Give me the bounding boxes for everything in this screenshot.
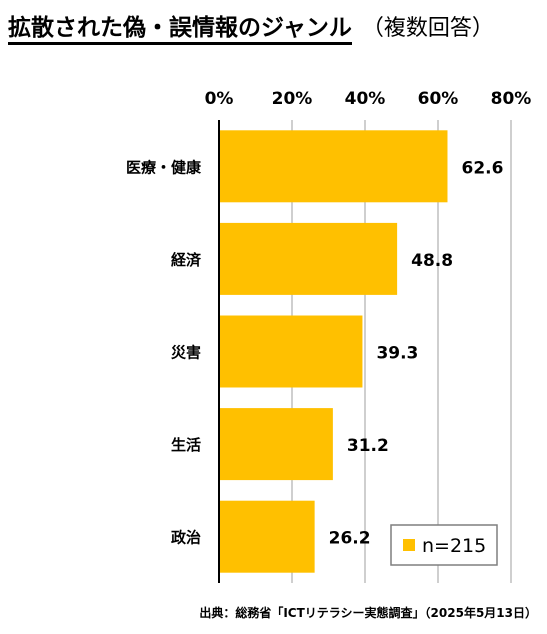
legend-swatch (403, 539, 415, 551)
x-tick-label: 60% (418, 89, 459, 109)
bar (219, 130, 448, 203)
x-tick-label: 0% (205, 89, 234, 109)
x-tick-label: 20% (272, 89, 313, 109)
data-label: 62.6 (461, 158, 503, 178)
category-label: 災害 (171, 344, 201, 362)
bar (219, 408, 333, 481)
legend-label: n=215 (422, 535, 486, 557)
category-label: 経済 (171, 251, 202, 269)
bar (219, 222, 398, 295)
category-label: 生活 (171, 436, 201, 454)
data-label: 26.2 (329, 529, 371, 549)
x-tick-label: 80% (491, 89, 532, 109)
source-note: 出典：総務省「ICTリテラシー実態調査」（2025年5月13日） (199, 606, 537, 620)
category-label: 政治 (171, 529, 201, 547)
bar (219, 500, 315, 573)
data-label: 48.8 (411, 251, 453, 271)
title-main: 拡散された偽・誤情報のジャンル (8, 15, 352, 45)
bar (219, 315, 363, 388)
data-label: 31.2 (347, 436, 389, 456)
title-subtitle: （複数回答） (361, 16, 494, 41)
x-tick-label: 40% (345, 89, 386, 109)
data-label: 39.3 (376, 344, 418, 364)
bar-chart: 0% 20% 40% 60% 80% 医療・健康 62.6 経済 48.8 災害 39.3 生活 31.… (126, 89, 532, 583)
chart-title: 拡散された偽・誤情報のジャンル （複数回答） (8, 10, 494, 50)
category-label: 医療・健康 (126, 158, 202, 176)
